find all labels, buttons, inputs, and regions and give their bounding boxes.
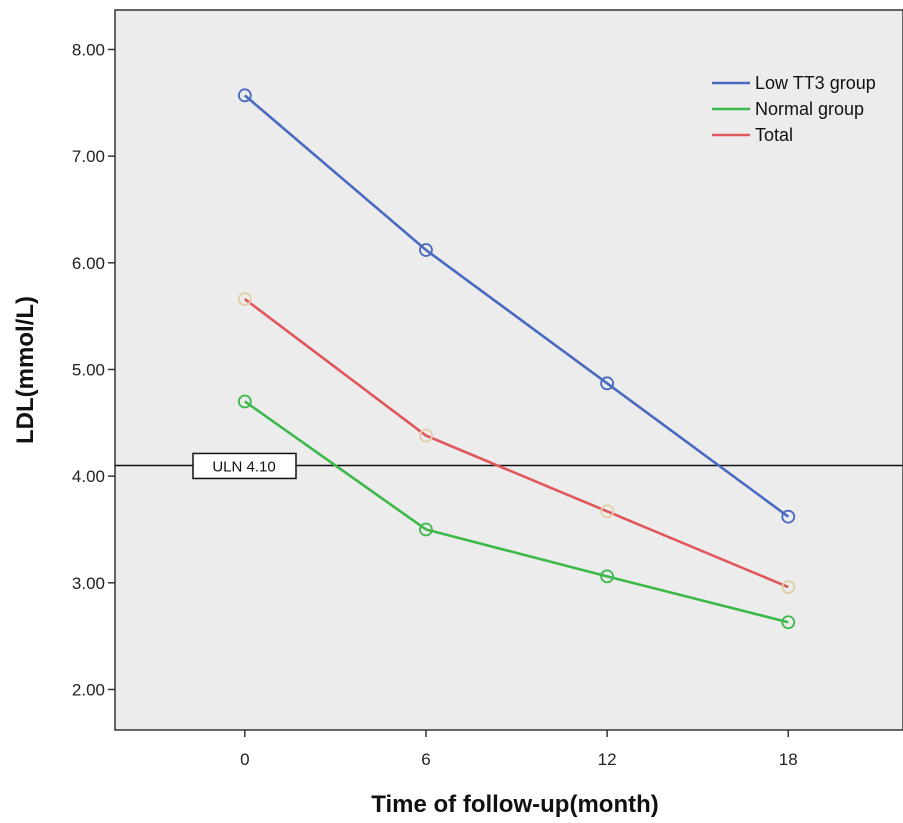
series-group <box>237 88 796 630</box>
legend: Low TT3 group Normal group Total <box>712 73 876 145</box>
series-line <box>244 298 789 589</box>
legend-entry: Low TT3 group <box>755 73 876 93</box>
legend-entry: Normal group <box>755 99 864 119</box>
y-tick-label: 7.00 <box>72 147 105 166</box>
y-tick-label: 6.00 <box>72 254 105 273</box>
x-axis-title: Time of follow-up(month) <box>371 791 659 818</box>
series-point <box>419 243 433 257</box>
x-tick-label: 12 <box>598 750 617 769</box>
reference-label: ULN 4.10 <box>212 458 275 475</box>
y-tick-label: 8.00 <box>72 40 105 59</box>
series-point <box>781 580 796 594</box>
y-tick-label: 5.00 <box>72 360 105 379</box>
x-tick-label: 6 <box>421 750 430 769</box>
series-line <box>244 400 789 624</box>
y-axis: 2.00 3.00 4.00 5.00 6.00 7.00 8.00 <box>72 40 115 699</box>
y-axis-title: LDL(mmol/L) <box>12 296 39 444</box>
reference-label-box <box>192 452 297 480</box>
series-point <box>600 504 615 519</box>
y-tick-label: 4.00 <box>72 467 105 486</box>
x-axis: 0 6 12 18 <box>240 730 798 769</box>
series-line <box>243 94 790 518</box>
series-point <box>600 569 615 584</box>
series-point <box>237 394 252 409</box>
series-point <box>419 428 433 443</box>
series-point <box>419 522 433 537</box>
x-tick-label: 18 <box>779 750 798 769</box>
y-tick-label: 3.00 <box>72 574 105 593</box>
series-point <box>781 509 796 524</box>
series-point <box>781 615 796 630</box>
legend-entry: Total <box>755 125 793 145</box>
y-tick-label: 2.00 <box>72 680 105 699</box>
series-point <box>237 292 252 306</box>
plot-area <box>114 9 903 731</box>
series-point <box>237 88 252 103</box>
series-point <box>600 376 615 391</box>
x-tick-label: 0 <box>240 750 249 769</box>
reference-line-group: ULN 4.10 <box>115 452 903 480</box>
